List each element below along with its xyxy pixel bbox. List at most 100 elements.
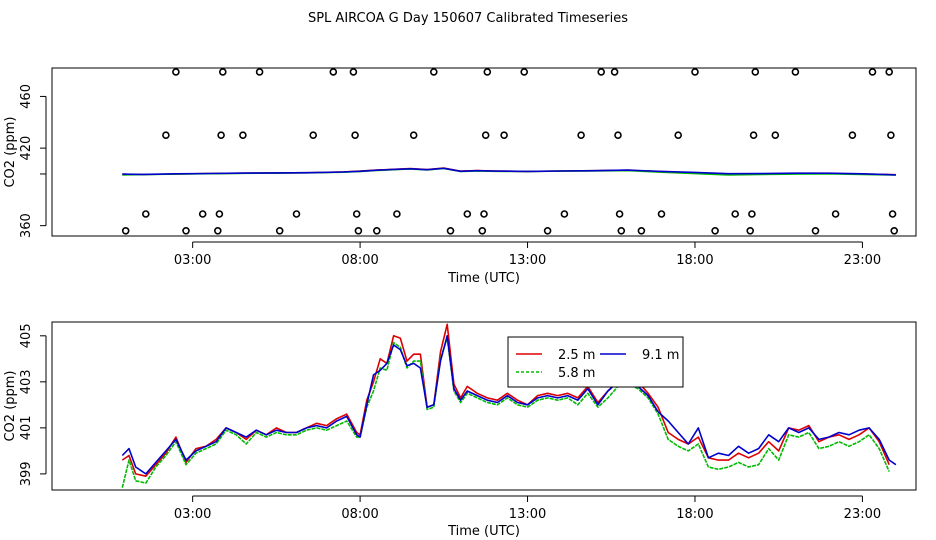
calibration-marker: [483, 68, 492, 76]
calibration-marker: [885, 68, 894, 76]
top-y-tick-label: 460: [19, 84, 34, 109]
calibration-marker: [868, 68, 877, 76]
calibration-marker: [481, 131, 490, 139]
calibration-marker: [292, 210, 301, 218]
calibration-marker: [349, 68, 358, 76]
bottom-x-tick-label: 13:00: [509, 507, 546, 522]
bottom-y-tick-label: 401: [19, 415, 34, 440]
bottom-series-2-5-m: [121, 323, 890, 478]
calibration-marker: [888, 210, 897, 218]
top-x-axis-label: Time (UTC): [447, 271, 520, 286]
legend-box: [507, 336, 684, 388]
top-x-tick-label: 03:00: [174, 253, 211, 268]
calibration-marker: [749, 131, 758, 139]
bottom-x-axis-label: Time (UTC): [447, 524, 520, 539]
calibration-marker: [172, 68, 180, 76]
calibration-marker: [409, 131, 418, 139]
bottom-plot-frame: [51, 321, 917, 491]
calibration-marker: [657, 210, 666, 218]
bottom-x-tick-label: 03:00: [174, 507, 211, 522]
top-y-axis-label: CO2 (ppm): [3, 116, 18, 187]
calibration-marker: [674, 131, 683, 139]
calibration-marker: [214, 227, 222, 235]
calibration-marker: [560, 210, 569, 218]
calibration-marker: [215, 210, 224, 218]
calibration-marker: [731, 210, 740, 218]
bottom-x-tick-label: 18:00: [676, 507, 713, 522]
top-panel: 03:00 08:00 13:00 18:00 23:00 360 420 460 Time…: [3, 67, 917, 286]
calibration-marker: [329, 68, 338, 76]
calibration-marker: [691, 68, 699, 76]
bottom-y-tick-label: 399: [19, 461, 34, 486]
calibration-marker: [351, 131, 359, 139]
calibration-marker: [142, 210, 150, 218]
bottom-series-5-8-m: [121, 337, 890, 488]
calibration-marker: [890, 227, 899, 235]
bottom-series-9-1-m: [121, 334, 897, 475]
calibration-marker: [239, 131, 247, 139]
calibration-marker: [500, 131, 508, 139]
calibration-marker: [791, 68, 800, 76]
top-x-tick-label: 13:00: [509, 253, 546, 268]
calibration-marker: [617, 227, 626, 235]
calibration-marker: [831, 210, 840, 218]
legend-label-2-5m: 2.5 m: [558, 348, 595, 363]
calibration-marker: [354, 227, 363, 235]
top-y-tick-label: 420: [19, 136, 34, 161]
top-series-9-1-m: [122, 167, 896, 176]
calibration-marker: [217, 131, 225, 139]
calibration-marker: [446, 227, 455, 235]
calibration-marker: [372, 227, 381, 235]
calibration-marker: [614, 131, 622, 139]
bottom-plot-area: [121, 323, 897, 488]
top-y-axis: 360 420 460: [19, 84, 47, 238]
calibration-marker: [393, 210, 401, 218]
calibration-marker: [748, 210, 756, 218]
calibration-marker: [711, 227, 719, 235]
bottom-y-axis: 399 401 403 405: [19, 323, 47, 486]
legend-label-5-8m: 5.8 m: [558, 366, 595, 381]
top-x-axis: 03:00 08:00 13:00 18:00 23:00: [174, 241, 881, 268]
calibration-marker: [811, 227, 820, 235]
bottom-x-axis: 03:00 08:00 13:00 18:00 23:00: [174, 495, 881, 522]
top-plot-area: [121, 68, 899, 235]
calibration-marker: [463, 210, 472, 218]
calibration-marker: [480, 210, 488, 218]
calibration-marker: [771, 131, 780, 139]
top-plot-frame: [51, 67, 917, 237]
bottom-y-tick-label: 405: [19, 323, 34, 348]
calibration-marker: [848, 131, 857, 139]
top-x-tick-label: 08:00: [341, 253, 378, 268]
calibration-marker: [520, 68, 529, 76]
calibration-marker: [610, 68, 619, 76]
calibration-marker: [309, 131, 318, 139]
legend-label-9-1m: 9.1 m: [642, 348, 679, 363]
calibration-marker: [615, 210, 624, 218]
bottom-x-tick-label: 23:00: [844, 507, 881, 522]
calibration-marker: [198, 210, 207, 218]
chart-title: SPL AIRCOA G Day 150607 Calibrated Times…: [308, 11, 628, 26]
calibration-marker: [162, 131, 170, 139]
legend: 2.5 m 5.8 m 9.1 m: [507, 336, 684, 388]
calibration-marker: [597, 68, 606, 76]
bottom-panel: 03:00 08:00 13:00 18:00 23:00 399 401 403 405 T…: [3, 321, 917, 539]
calibration-marker: [352, 210, 361, 218]
calibration-marker: [543, 227, 552, 235]
calibration-marker: [121, 227, 130, 235]
calibration-marker: [751, 68, 760, 76]
calibration-marker: [478, 227, 487, 235]
bottom-y-axis-label: CO2 (ppm): [3, 370, 18, 441]
top-y-tick-label: 360: [19, 213, 34, 238]
calibration-marker: [255, 68, 264, 76]
top-x-tick-label: 23:00: [844, 253, 881, 268]
calibration-marker: [577, 131, 585, 139]
calibration-marker: [887, 131, 895, 139]
calibration-marker: [182, 227, 190, 235]
bottom-y-tick-label: 403: [19, 369, 34, 394]
calibration-marker: [219, 68, 227, 76]
bottom-x-tick-label: 08:00: [341, 507, 378, 522]
top-x-tick-label: 18:00: [676, 253, 713, 268]
calibration-marker: [429, 68, 438, 76]
calibration-marker: [275, 227, 284, 235]
